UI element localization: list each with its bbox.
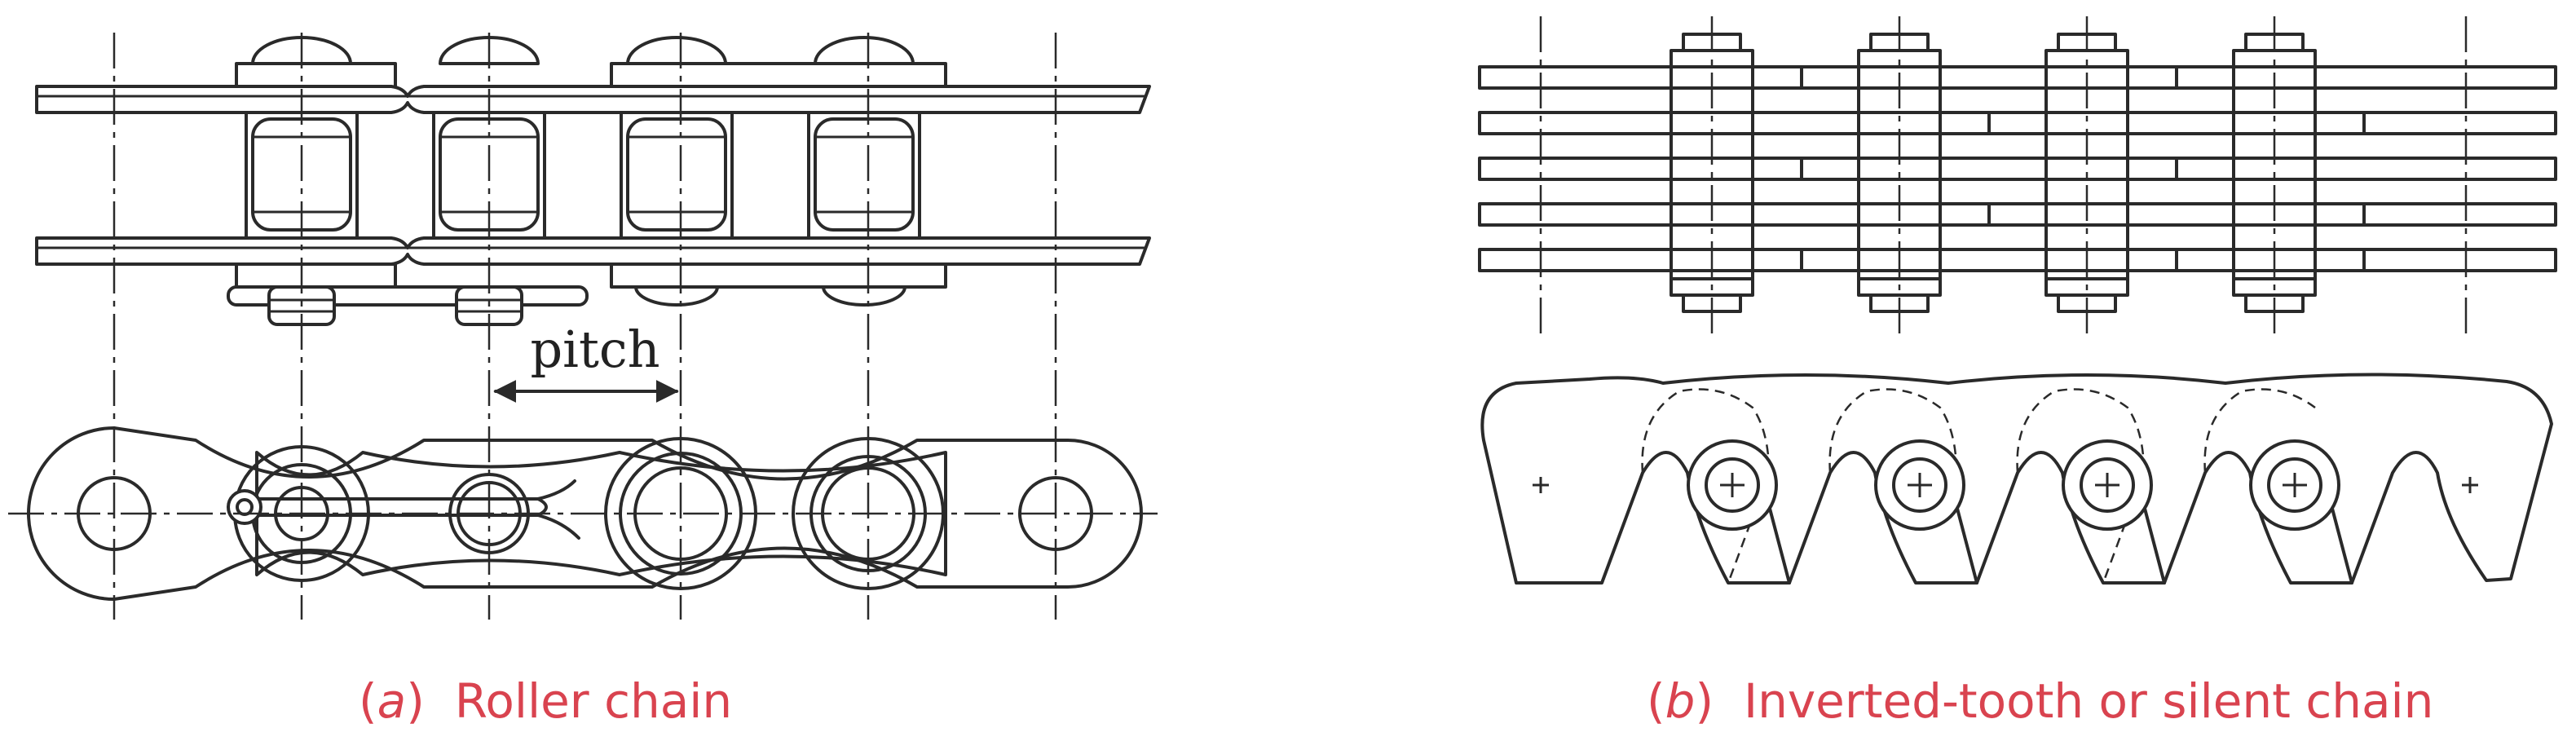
inner-link-outline xyxy=(255,451,947,576)
caption-paren: ) xyxy=(406,673,425,729)
caption-paren: ( xyxy=(1647,673,1665,729)
caption-text: Roller chain xyxy=(454,673,733,729)
pitch-dimension: pitch xyxy=(493,320,679,403)
rollers xyxy=(251,117,915,232)
roller-chain-center-lines xyxy=(112,33,1057,620)
outer-plate-lower xyxy=(610,262,947,289)
silent-chain-side-view xyxy=(1480,373,2553,585)
upper-side-plate xyxy=(35,85,1151,114)
caption-letter: a xyxy=(377,673,407,729)
outer-plate-upper xyxy=(235,62,397,90)
pin-heads-top xyxy=(251,36,915,65)
link-joint-lines xyxy=(1767,504,2353,585)
pin-bodies xyxy=(1670,65,2317,280)
caption-text: Inverted-tooth or silent chain xyxy=(1743,673,2434,729)
roller-chain-figure: pitch xyxy=(8,33,1158,620)
outer-plate-upper xyxy=(610,62,947,90)
hidden-link-outlines xyxy=(1641,388,2316,584)
roller-chain-side-view xyxy=(8,426,1158,601)
link-circles xyxy=(77,437,1093,590)
caption-paren: ) xyxy=(1695,673,1714,729)
bushings xyxy=(245,112,921,238)
silent-link-profile xyxy=(1480,373,2553,585)
pin-caps-top xyxy=(1670,33,2317,68)
roller-chain-top-view xyxy=(35,36,1151,326)
outer-plate-lower xyxy=(235,262,397,289)
lower-side-plate xyxy=(35,236,1151,266)
caption-roller-chain: (a) Roller chain xyxy=(359,673,732,729)
link-plates xyxy=(1478,65,2557,272)
silent-chain-figure xyxy=(1478,16,2557,585)
silent-chain-top-center-lines xyxy=(1539,16,2468,334)
center-crosses xyxy=(1533,473,2478,497)
caption-silent-chain: (b) Inverted-tooth or silent chain xyxy=(1647,673,2433,729)
pin-caps-bottom xyxy=(1670,277,2317,313)
caption-letter: b xyxy=(1665,673,1696,729)
silent-chain-top-view xyxy=(1478,16,2557,334)
caption-paren: ( xyxy=(359,673,377,729)
pitch-label: pitch xyxy=(530,320,659,379)
